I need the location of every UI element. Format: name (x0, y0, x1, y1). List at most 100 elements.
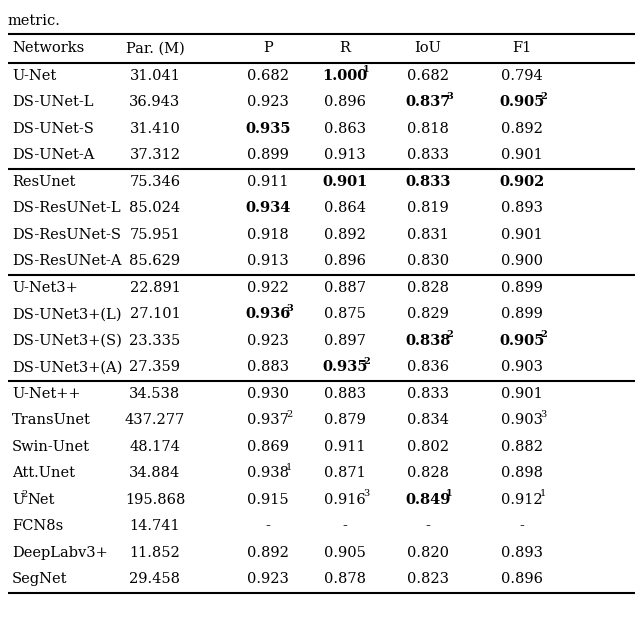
Text: 0.923: 0.923 (247, 334, 289, 348)
Text: DS-ResUNet-S: DS-ResUNet-S (12, 228, 121, 241)
Text: 0.875: 0.875 (324, 307, 366, 321)
Text: 31.410: 31.410 (129, 122, 180, 136)
Text: DeepLabv3+: DeepLabv3+ (12, 546, 108, 560)
Text: 0.913: 0.913 (324, 149, 366, 162)
Text: DS-UNet3+(L): DS-UNet3+(L) (12, 307, 122, 321)
Text: 0.828: 0.828 (407, 466, 449, 480)
Text: 0.901: 0.901 (501, 228, 543, 241)
Text: Networks: Networks (12, 41, 84, 56)
Text: 0.899: 0.899 (247, 149, 289, 162)
Text: -: - (426, 519, 431, 534)
Text: -: - (266, 519, 271, 534)
Text: DS-UNet-L: DS-UNet-L (12, 95, 93, 109)
Text: 0.882: 0.882 (501, 440, 543, 454)
Text: DS-UNet-S: DS-UNet-S (12, 122, 94, 136)
Text: 0.823: 0.823 (407, 572, 449, 587)
Text: R: R (340, 41, 351, 56)
Text: 0.802: 0.802 (407, 440, 449, 454)
Text: Att.Unet: Att.Unet (12, 466, 75, 480)
Text: 0.879: 0.879 (324, 413, 366, 427)
Text: 0.838: 0.838 (405, 334, 451, 348)
Text: 0.831: 0.831 (407, 228, 449, 241)
Text: 0.836: 0.836 (407, 360, 449, 374)
Text: 0.833: 0.833 (407, 387, 449, 401)
Text: 34.884: 34.884 (129, 466, 180, 480)
Text: 0.820: 0.820 (407, 546, 449, 560)
Text: 0.898: 0.898 (501, 466, 543, 480)
Text: 34.538: 34.538 (129, 387, 180, 401)
Text: 0.899: 0.899 (501, 281, 543, 295)
Text: U-Net++: U-Net++ (12, 387, 81, 401)
Text: 2: 2 (446, 330, 453, 339)
Text: 0.903: 0.903 (501, 360, 543, 374)
Text: 0.834: 0.834 (407, 413, 449, 427)
Text: 1.000: 1.000 (323, 69, 367, 83)
Text: 23.335: 23.335 (129, 334, 180, 348)
Text: 0.819: 0.819 (407, 202, 449, 215)
Text: 0.893: 0.893 (501, 202, 543, 215)
Text: FCN8s: FCN8s (12, 519, 63, 534)
Text: metric.: metric. (8, 14, 61, 28)
Text: DS-ResUNet-L: DS-ResUNet-L (12, 202, 120, 215)
Text: 0.915: 0.915 (247, 493, 289, 507)
Text: 0.900: 0.900 (501, 254, 543, 268)
Text: 0.833: 0.833 (407, 149, 449, 162)
Text: 0.913: 0.913 (247, 254, 289, 268)
Text: 0.893: 0.893 (501, 546, 543, 560)
Text: 195.868: 195.868 (125, 493, 185, 507)
Text: 0.936: 0.936 (245, 307, 291, 321)
Text: 0.901: 0.901 (501, 387, 543, 401)
Text: Par. (M): Par. (M) (125, 41, 184, 56)
Text: 0.682: 0.682 (247, 69, 289, 83)
Text: 0.896: 0.896 (501, 572, 543, 587)
Text: 0.864: 0.864 (324, 202, 366, 215)
Text: 0.897: 0.897 (324, 334, 366, 348)
Text: 0.837: 0.837 (405, 95, 451, 109)
Text: U-Net3+: U-Net3+ (12, 281, 77, 295)
Text: -: - (342, 519, 348, 534)
Text: 0.918: 0.918 (247, 228, 289, 241)
Text: SegNet: SegNet (12, 572, 67, 587)
Text: 3: 3 (446, 92, 453, 100)
Text: 0.794: 0.794 (501, 69, 543, 83)
Text: 2: 2 (540, 92, 547, 100)
Text: 85.629: 85.629 (129, 254, 180, 268)
Text: 48.174: 48.174 (129, 440, 180, 454)
Text: 75.346: 75.346 (129, 175, 180, 188)
Text: TransUnet: TransUnet (12, 413, 91, 427)
Text: 3: 3 (540, 410, 547, 419)
Text: 1: 1 (286, 463, 292, 472)
Text: 0.934: 0.934 (245, 202, 291, 215)
Text: 0.892: 0.892 (501, 122, 543, 136)
Text: 0.830: 0.830 (407, 254, 449, 268)
Text: 0.849: 0.849 (405, 493, 451, 507)
Text: 0.935: 0.935 (245, 122, 291, 136)
Text: P: P (263, 41, 273, 56)
Text: 0.902: 0.902 (499, 175, 545, 188)
Text: 22.891: 22.891 (129, 281, 180, 295)
Text: 27.101: 27.101 (130, 307, 180, 321)
Text: 0.937: 0.937 (247, 413, 289, 427)
Text: 31.041: 31.041 (129, 69, 180, 83)
Text: 0.869: 0.869 (247, 440, 289, 454)
Text: 3: 3 (286, 304, 293, 313)
Text: 0.878: 0.878 (324, 572, 366, 587)
Text: Swin-Unet: Swin-Unet (12, 440, 90, 454)
Text: 1: 1 (363, 66, 370, 74)
Text: U-Net: U-Net (12, 69, 56, 83)
Text: 1: 1 (446, 489, 452, 498)
Text: 0.883: 0.883 (247, 360, 289, 374)
Text: 437.277: 437.277 (125, 413, 185, 427)
Text: 75.951: 75.951 (130, 228, 180, 241)
Text: 0.903: 0.903 (501, 413, 543, 427)
Text: 2: 2 (540, 330, 547, 339)
Text: 0.899: 0.899 (501, 307, 543, 321)
Text: 0.930: 0.930 (247, 387, 289, 401)
Text: 0.871: 0.871 (324, 466, 366, 480)
Text: 0.896: 0.896 (324, 95, 366, 109)
Text: 0.923: 0.923 (247, 572, 289, 587)
Text: 0.883: 0.883 (324, 387, 366, 401)
Text: 0.892: 0.892 (247, 546, 289, 560)
Text: 0.901: 0.901 (501, 149, 543, 162)
Text: 0.911: 0.911 (324, 440, 365, 454)
